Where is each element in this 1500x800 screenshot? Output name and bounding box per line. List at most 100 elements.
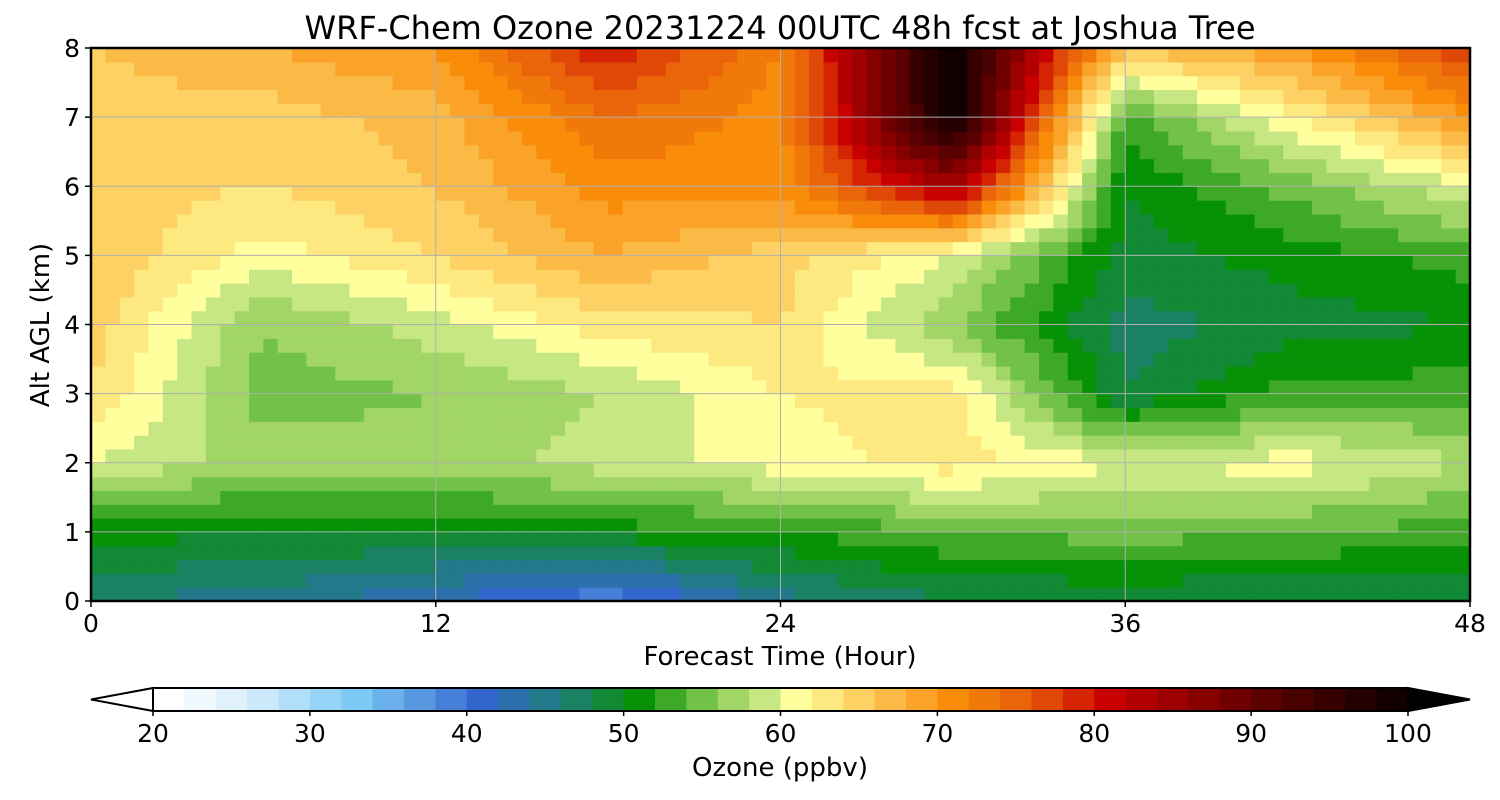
heatmap-cell [521,144,537,160]
heatmap-cell [1355,476,1371,491]
heatmap-cell [967,462,983,478]
heatmap-cell [967,89,983,104]
colorbar-segment [1188,688,1221,711]
heatmap-cell [1268,200,1284,215]
heatmap-cell [924,338,940,353]
heatmap-cell [1153,227,1169,243]
heatmap-cell [306,48,322,63]
heatmap-cell [823,200,839,215]
heatmap-cell [1426,117,1442,132]
heatmap-cell [220,407,236,422]
heatmap-cell [234,531,250,547]
heatmap-cell [708,573,724,588]
heatmap-cell [1398,255,1414,270]
heatmap-cell [249,255,264,270]
heatmap-cell [1010,587,1026,601]
heatmap-cell [292,144,308,160]
heatmap-cell [909,531,925,547]
heatmap-cell [277,61,293,77]
heatmap-cell [909,144,925,160]
heatmap-cell [119,476,135,491]
heatmap-cell [1168,559,1184,574]
heatmap-cell [1110,559,1126,574]
heatmap-cell [1455,435,1470,450]
heatmap-cell [450,296,466,312]
heatmap-cell [148,130,164,146]
heatmap-cell [1024,255,1040,270]
heatmap-cell [665,518,681,533]
heatmap-cell [292,545,308,561]
heatmap-cell [665,435,681,450]
heatmap-cell [550,448,566,464]
heatmap-cell [565,241,580,256]
heatmap-cell [378,103,394,118]
heatmap-cell [292,48,308,63]
heatmap-cell [392,213,408,229]
heatmap-cell [895,172,911,187]
heatmap-cell [1225,518,1241,533]
heatmap-cell [292,421,308,436]
heatmap-cell [162,255,178,270]
heatmap-cell [1082,365,1098,381]
heatmap-cell [766,338,782,353]
heatmap-cell [1139,186,1155,201]
heatmap-cell [435,283,451,298]
colorbar-segment [1000,688,1032,711]
heatmap-cell [708,504,724,519]
heatmap-cell [1139,144,1155,160]
heatmap-cell [1297,241,1313,256]
heatmap-cell [1326,476,1342,491]
heatmap-cell [895,103,911,118]
heatmap-cell [1240,531,1256,547]
heatmap-cell [924,310,940,326]
heatmap-cell [306,158,322,174]
heatmap-cell [1110,130,1126,146]
heatmap-cell [593,213,609,229]
heatmap-cell [1225,310,1241,326]
heatmap-cell [1240,504,1256,519]
heatmap-cell [723,531,738,547]
heatmap-cell [1369,130,1385,146]
heatmap-cell [378,200,394,215]
heatmap-cell [263,269,279,284]
heatmap-cell [349,158,365,174]
heatmap-cell [177,338,193,353]
heatmap-cell [1168,421,1184,436]
heatmap-cell [1153,103,1169,118]
heatmap-cell [1024,490,1040,505]
heatmap-cell [565,172,580,187]
heatmap-cell [220,200,236,215]
heatmap-cell [177,545,193,561]
heatmap-cell [220,365,236,381]
heatmap-cell [1412,559,1428,574]
heatmap-cell [995,490,1011,505]
heatmap-cell [723,421,738,436]
heatmap-cell [881,75,897,91]
heatmap-cell [909,324,925,339]
heatmap-cell [723,269,738,284]
heatmap-cell [665,255,681,270]
heatmap-cell [263,310,279,326]
heatmap-cell [435,130,451,146]
heatmap-cell [507,89,523,104]
heatmap-cell [737,531,753,547]
heatmap-cell [1053,117,1069,132]
heatmap-cell [1010,172,1026,187]
heatmap-cell [909,559,925,574]
heatmap-cell [1268,296,1284,312]
heatmap-cell [421,435,437,450]
heatmap-cell [249,559,264,574]
heatmap-cell [1355,324,1371,339]
heatmap-cell [636,545,652,561]
heatmap-cell [1139,130,1155,146]
heatmap-cell [1355,490,1371,505]
colorbar-segment [529,688,562,711]
heatmap-cell [1197,283,1213,298]
heatmap-cell [1211,531,1227,547]
heatmap-cell [1283,393,1299,409]
heatmap-cell [521,462,537,478]
heatmap-cell [205,144,221,160]
heatmap-cell [852,448,868,464]
heatmap-cell [967,200,983,215]
heatmap-cell [679,573,695,588]
